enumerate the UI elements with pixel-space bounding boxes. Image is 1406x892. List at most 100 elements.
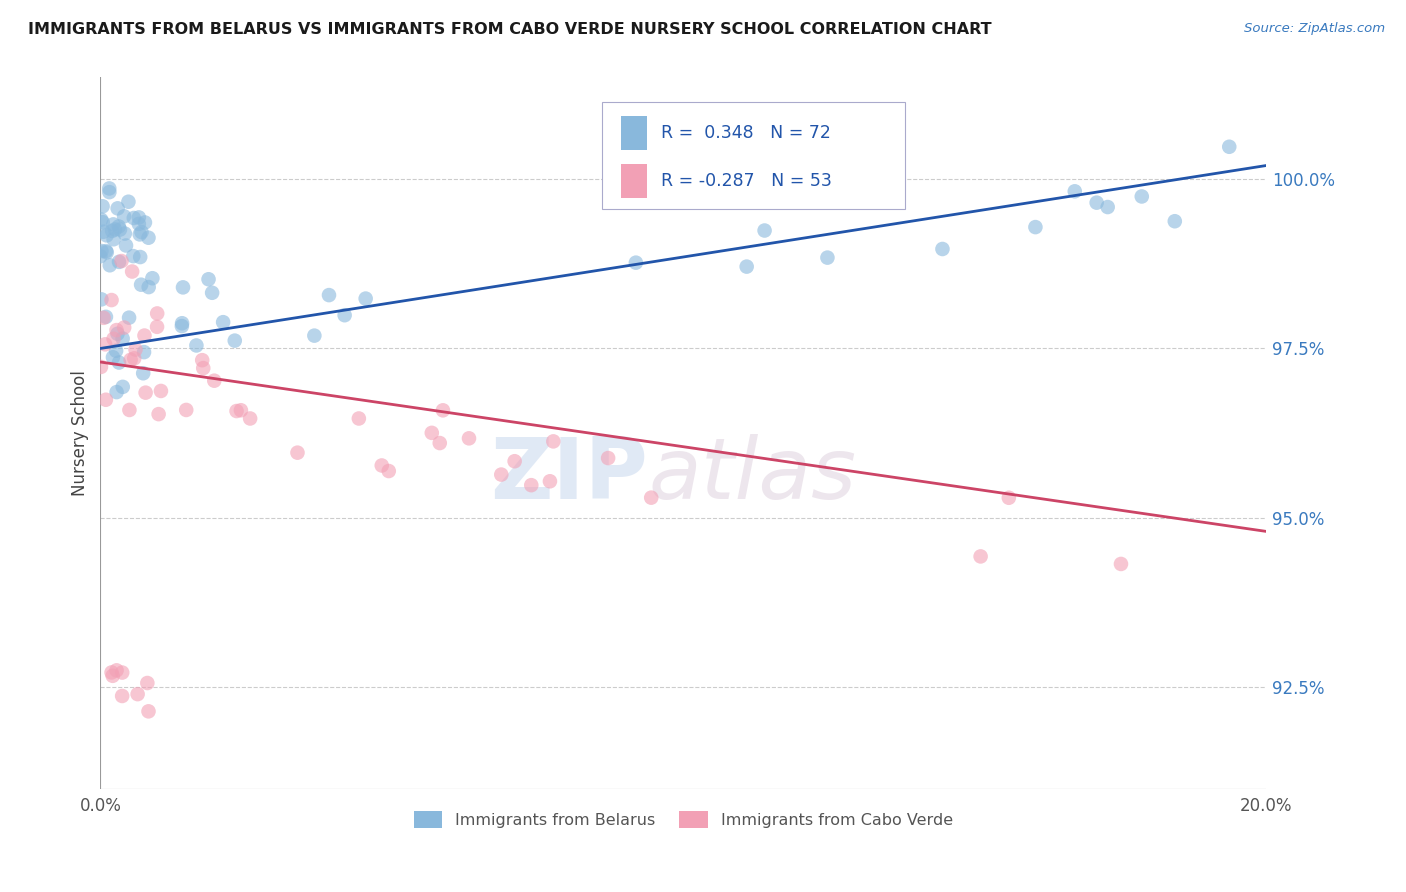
Point (304, 328, 326, 343)
Point (128, 211, 150, 225)
Point (640, 491, 662, 505)
Point (229, 403, 252, 417)
Point (101, 351, 124, 365)
Point (193, 361, 215, 376)
Point (117, 194, 139, 209)
Point (149, 384, 172, 398)
Point (491, 467, 513, 482)
Point (105, 343, 128, 358)
Bar (621, 116, 647, 150)
Point (96, 245, 118, 260)
Point (100, 665, 122, 680)
Point (128, 217, 150, 231)
Point (121, 264, 143, 278)
Point (931, 242, 953, 256)
Point (128, 227, 150, 242)
Point (224, 334, 246, 348)
Point (377, 464, 399, 478)
Point (118, 310, 141, 325)
Point (1130, 189, 1153, 203)
Point (134, 328, 156, 343)
Point (138, 231, 160, 245)
Point (287, 445, 309, 459)
Point (191, 353, 214, 368)
Point (98, 258, 121, 272)
Point (94, 310, 117, 324)
Point (107, 202, 129, 216)
Point (94, 392, 117, 407)
Point (1109, 557, 1132, 571)
Point (520, 478, 543, 492)
Point (1164, 214, 1187, 228)
Text: atlas: atlas (648, 434, 856, 517)
Point (107, 219, 129, 234)
Point (111, 665, 134, 680)
Point (174, 403, 197, 417)
Point (354, 292, 377, 306)
Point (90, 359, 112, 374)
Point (103, 232, 125, 246)
Point (543, 434, 565, 449)
Point (148, 407, 170, 421)
Point (114, 227, 136, 241)
Point (138, 704, 160, 718)
Point (94, 244, 117, 259)
Point (131, 225, 153, 239)
Text: ZIP: ZIP (491, 434, 648, 517)
Point (429, 436, 451, 450)
Point (146, 306, 169, 320)
Point (458, 431, 481, 445)
Point (91, 215, 114, 229)
Point (105, 385, 128, 400)
Point (197, 272, 219, 286)
Point (93, 310, 115, 325)
Point (94, 337, 117, 351)
Point (111, 332, 134, 346)
Point (120, 352, 142, 367)
Text: R =  0.348   N = 72: R = 0.348 N = 72 (661, 124, 831, 142)
Point (115, 238, 138, 252)
Point (127, 687, 149, 701)
Point (103, 332, 125, 346)
Point (100, 293, 122, 307)
Point (170, 316, 193, 330)
Point (136, 676, 159, 690)
Point (110, 254, 132, 268)
Y-axis label: Nursery School: Nursery School (72, 370, 89, 496)
Point (172, 280, 194, 294)
Point (598, 451, 620, 466)
Point (135, 385, 157, 400)
Point (118, 403, 141, 417)
Point (202, 374, 225, 388)
Point (132, 366, 155, 380)
Point (212, 315, 235, 329)
Point (103, 218, 125, 232)
Point (170, 319, 193, 334)
Point (90, 244, 112, 258)
Point (124, 343, 146, 357)
Point (122, 351, 145, 366)
Point (1024, 220, 1046, 235)
Point (333, 308, 356, 322)
Point (371, 458, 394, 473)
Point (138, 280, 160, 294)
Point (735, 260, 758, 274)
Point (90, 293, 112, 307)
Point (91, 199, 114, 213)
Point (239, 411, 262, 425)
Point (141, 271, 163, 285)
Point (101, 224, 124, 238)
Point (225, 404, 247, 418)
Point (432, 403, 454, 417)
Point (98, 181, 121, 195)
Point (134, 215, 156, 229)
Point (122, 211, 145, 225)
Point (624, 255, 647, 269)
Bar (621, 163, 647, 198)
Point (108, 255, 131, 269)
Point (1097, 200, 1119, 214)
Point (101, 669, 124, 683)
Point (107, 326, 129, 341)
FancyBboxPatch shape (602, 103, 905, 209)
Point (111, 380, 134, 394)
